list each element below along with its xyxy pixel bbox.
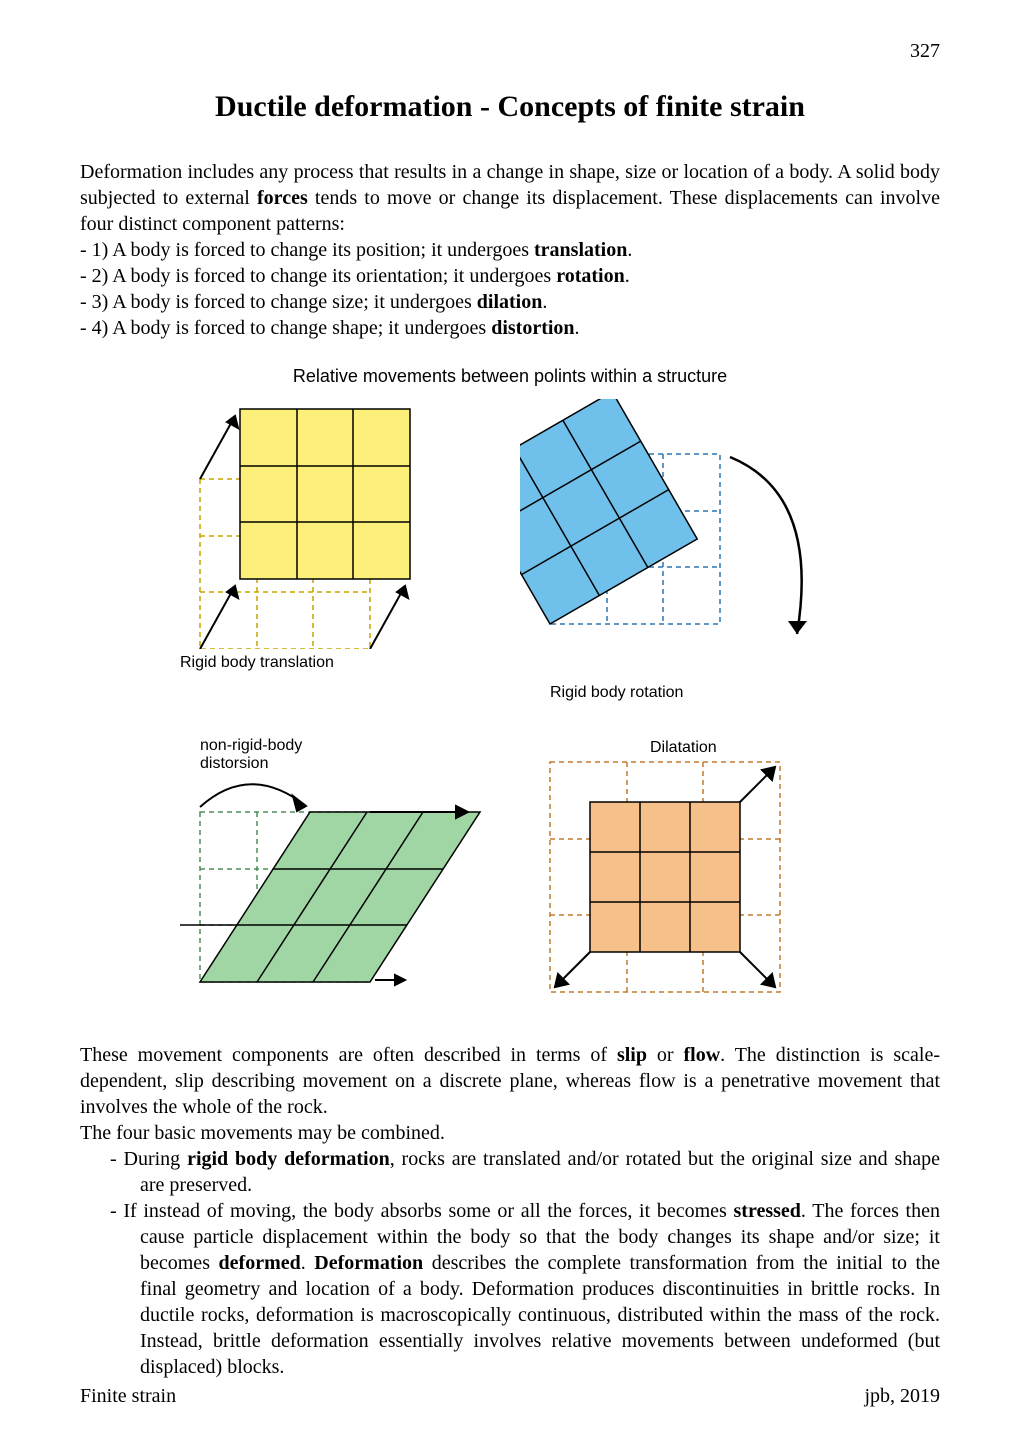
- figure-translation: Rigid body translation: [180, 399, 500, 702]
- figure-container: Relative movements between polints withi…: [180, 366, 840, 1017]
- text-bold: rotation: [556, 265, 625, 287]
- text-bold: translation: [534, 239, 627, 261]
- distortion-diagram: non-rigid-body distorsion: [180, 712, 520, 1002]
- translation-label: Rigid body translation: [180, 654, 500, 672]
- list-item-4: - 4) A body is forced to change shape; i…: [80, 315, 940, 341]
- text: - 2) A body is forced to change its orie…: [80, 265, 556, 287]
- text-bold: Deformation: [314, 1252, 423, 1274]
- distortion-label-1: non-rigid-body: [200, 737, 302, 754]
- text: These movement components are often desc…: [80, 1044, 617, 1066]
- text: or: [647, 1044, 684, 1066]
- text: - 1) A body is forced to change its posi…: [80, 239, 534, 261]
- list-item-2: - 2) A body is forced to change its orie…: [80, 263, 940, 289]
- text-bold: forces: [257, 187, 308, 209]
- text-bold: deformed: [219, 1252, 301, 1274]
- bullet-1: - During rigid body deformation, rocks a…: [80, 1146, 940, 1198]
- figure-grid: Rigid body translation: [180, 399, 840, 1017]
- paragraph-3: The four basic movements may be combined…: [80, 1120, 940, 1146]
- text-bold: dilation: [477, 291, 543, 313]
- figure-distortion: non-rigid-body distorsion: [180, 712, 520, 1007]
- text: - If instead of moving, the body absorbs…: [110, 1200, 734, 1222]
- text: - During: [110, 1148, 187, 1170]
- document-page: 327 Ductile deformation - Concepts of fi…: [0, 0, 1020, 1443]
- rotation-diagram: [520, 399, 840, 679]
- text: - 4) A body is forced to change shape; i…: [80, 317, 491, 339]
- figure-title: Relative movements between polints withi…: [180, 366, 840, 387]
- translation-diagram: [180, 399, 470, 649]
- rotation-label: Rigid body rotation: [550, 684, 840, 702]
- page-footer: Finite strain jpb, 2019: [80, 1385, 940, 1408]
- page-title: Ductile deformation - Concepts of finite…: [80, 90, 940, 124]
- figure-rotation: Rigid body rotation: [520, 399, 840, 702]
- list-item-3: - 3) A body is forced to change size; it…: [80, 289, 940, 315]
- figure-dilatation: Dilatation: [540, 712, 840, 1007]
- text-bold: rigid body deformation: [187, 1148, 390, 1170]
- dilatation-diagram: Dilatation: [540, 712, 840, 1002]
- list-item-1: - 1) A body is forced to change its posi…: [80, 237, 940, 263]
- text: .: [575, 317, 580, 339]
- paragraph-2: These movement components are often desc…: [80, 1042, 940, 1120]
- text-bold: distortion: [491, 317, 574, 339]
- text-bold: flow: [683, 1044, 720, 1066]
- text-bold: stressed: [734, 1200, 801, 1222]
- text: .: [627, 239, 632, 261]
- bullet-2: - If instead of moving, the body absorbs…: [80, 1198, 940, 1380]
- footer-right: jpb, 2019: [864, 1385, 940, 1408]
- footer-left: Finite strain: [80, 1385, 176, 1408]
- text-bold: slip: [617, 1044, 647, 1066]
- distortion-label-2: distorsion: [200, 755, 268, 772]
- text: .: [542, 291, 547, 313]
- text: .: [301, 1252, 315, 1274]
- text: - 3) A body is forced to change size; it…: [80, 291, 477, 313]
- page-number: 327: [910, 40, 940, 63]
- dilatation-label: Dilatation: [650, 739, 717, 756]
- text: .: [625, 265, 630, 287]
- intro-paragraph: Deformation includes any process that re…: [80, 159, 940, 237]
